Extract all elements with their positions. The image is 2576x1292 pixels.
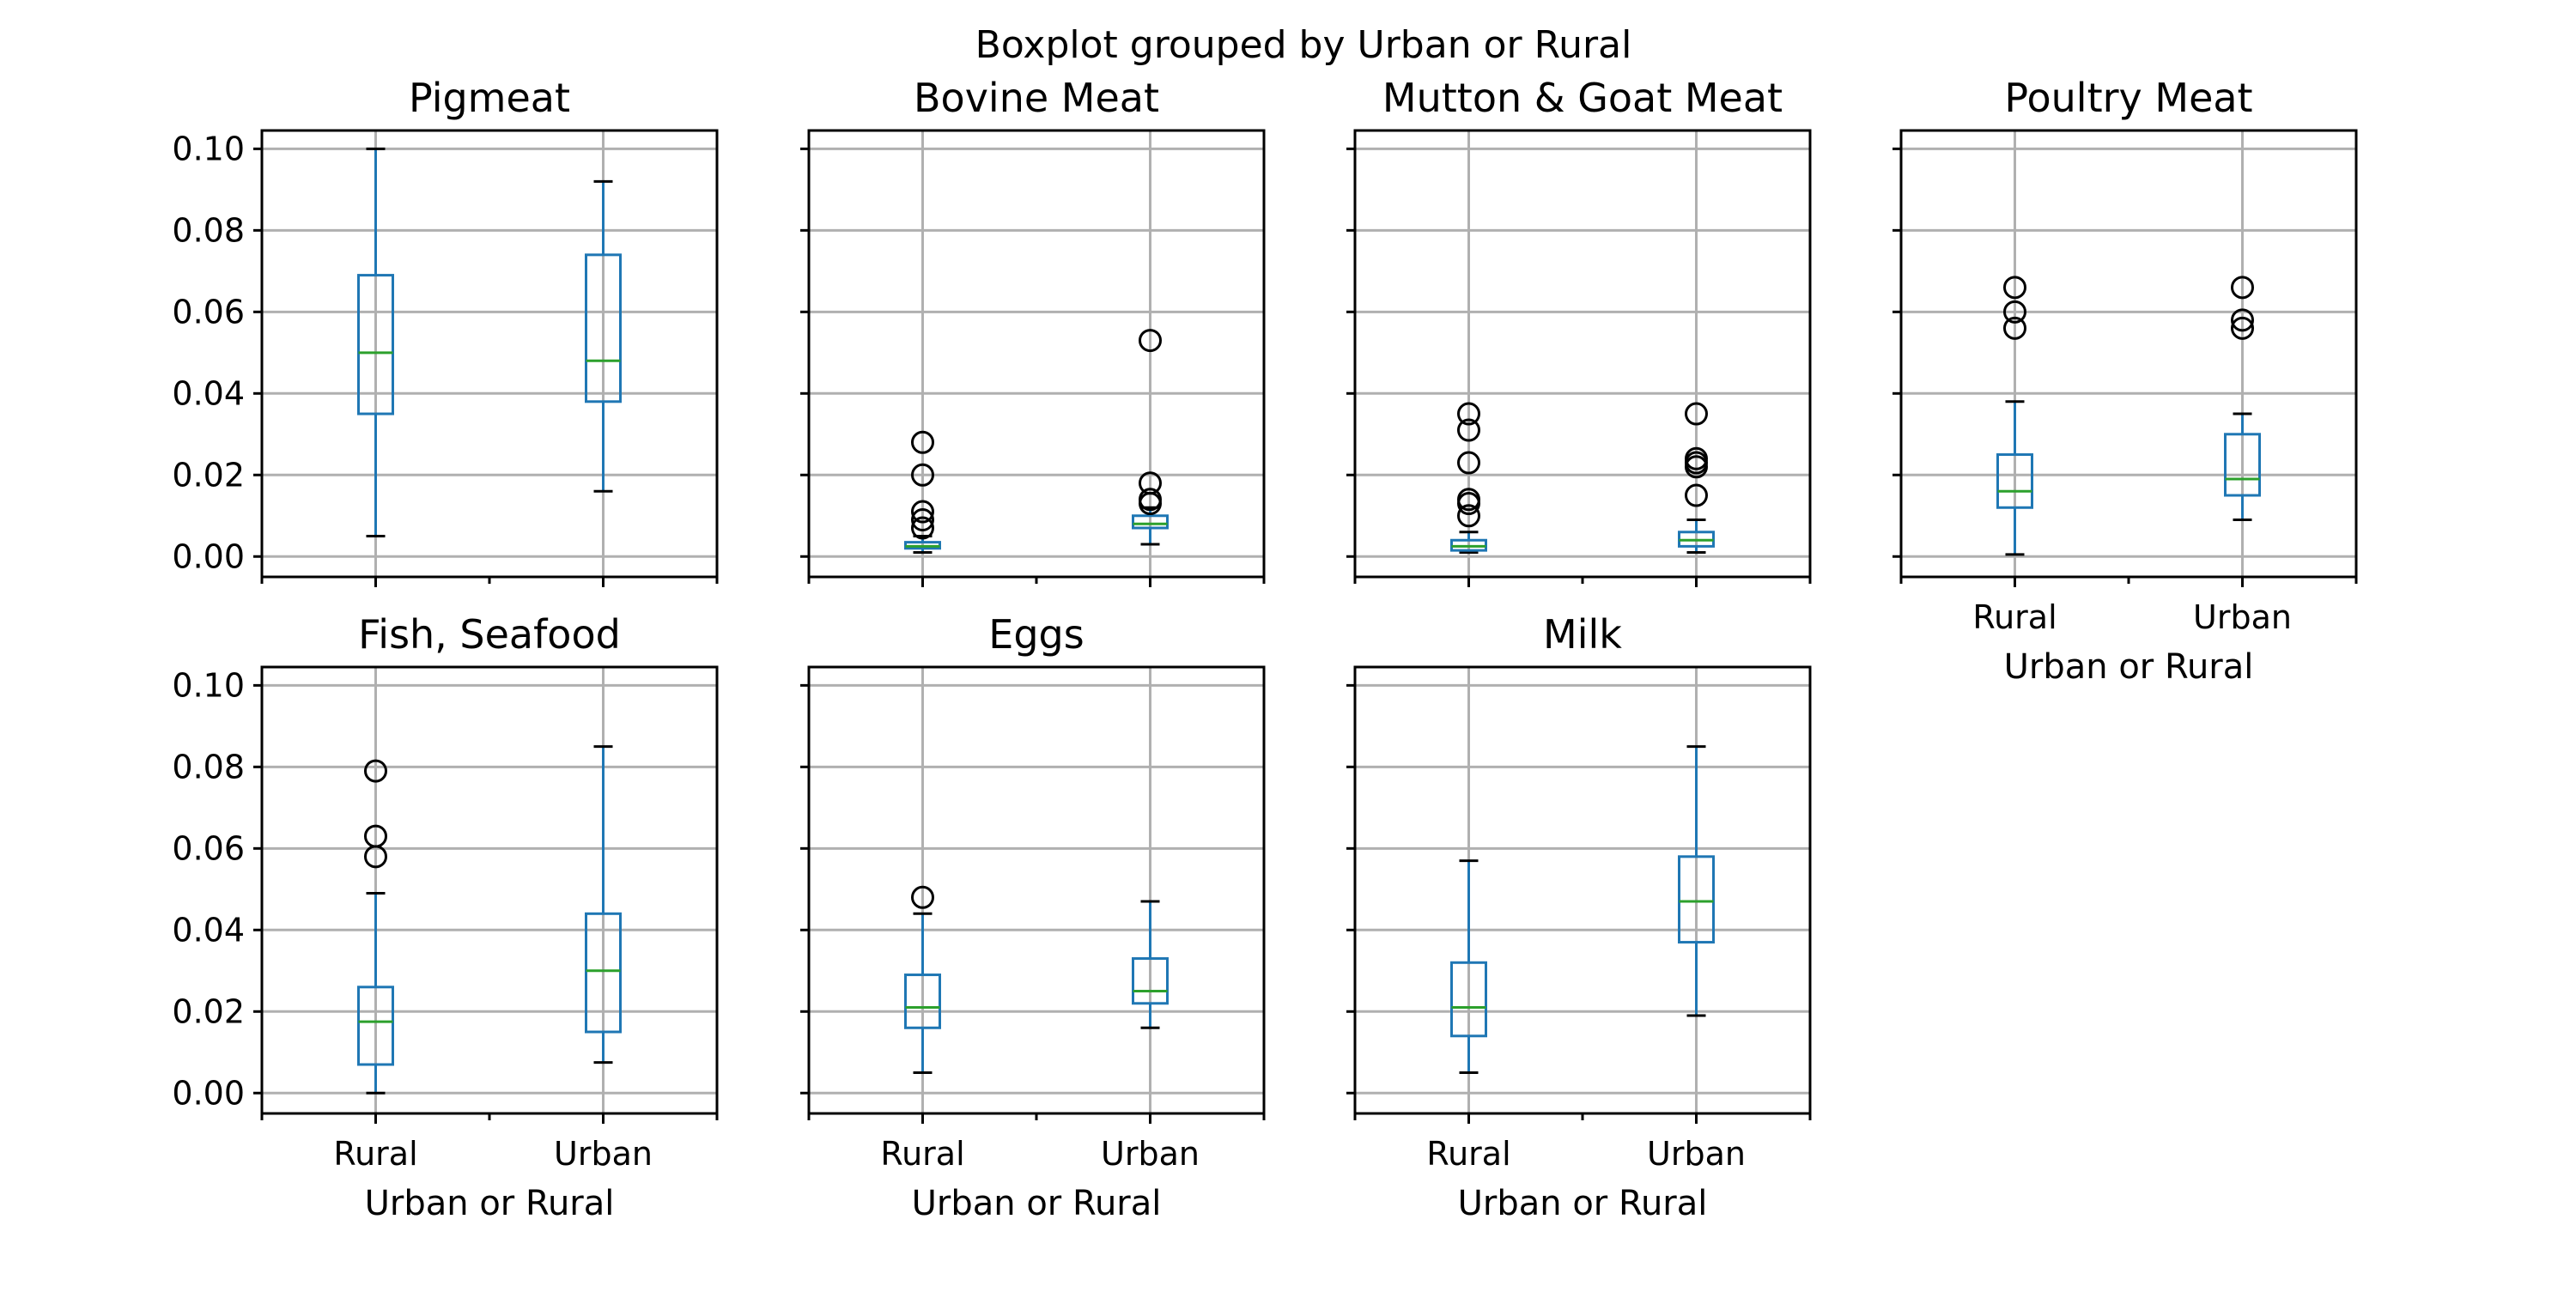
box-iqr (1996, 453, 2033, 509)
outlier-point (911, 885, 934, 909)
subplot-pigmeat: 0.00 0.02 0.04 0.06 0.08 0.10 Pigmeat (172, 75, 719, 587)
x-axis-label: Urban or Rural (2004, 647, 2254, 687)
outlier-point (2231, 276, 2254, 300)
outlier-point (2231, 308, 2254, 332)
x-tick-label: Urban (1101, 1135, 1200, 1173)
outlier-point (1457, 418, 1480, 442)
subplot-title: Pigmeat (409, 75, 570, 121)
outlier-point (911, 463, 934, 487)
x-tick-label: Urban (2193, 598, 2292, 636)
plot-area (809, 667, 1264, 1113)
y-tick-label: 0.04 (172, 374, 245, 412)
y-tick-label: 0.02 (172, 992, 245, 1030)
y-tick-label: 0.10 (172, 130, 245, 167)
x-axis-label: Urban or Rural (365, 1184, 615, 1223)
subplot-poultry-meat: Rural Urban Urban or Rural Poultry Meat (1893, 75, 2358, 687)
outlier-point (1139, 471, 1162, 495)
x-tick-label: Urban (554, 1135, 653, 1173)
box-iqr (357, 274, 394, 416)
plot-area (1355, 667, 1810, 1113)
outlier-point (911, 508, 934, 532)
subplot-title: Poultry Meat (2004, 75, 2252, 121)
outlier-point (2003, 300, 2026, 324)
x-tick-label: Urban (1647, 1135, 1746, 1173)
x-tick-label: Rural (333, 1135, 417, 1173)
x-tick-label: Rural (880, 1135, 964, 1173)
plot-area (809, 130, 1264, 577)
plot-area (1355, 130, 1810, 577)
box-iqr (585, 912, 622, 1034)
subplot-title: Mutton & Goat Meat (1382, 75, 1783, 121)
plot-area (262, 667, 717, 1113)
outlier-point (364, 759, 387, 783)
subplot-title: Bovine Meat (914, 75, 1159, 121)
x-axis-label: Urban or Rural (1458, 1184, 1708, 1223)
x-tick-label: Rural (1426, 1135, 1510, 1173)
plot-area (262, 130, 717, 577)
box-iqr (1132, 514, 1169, 530)
subplot-title: Fish, Seafood (358, 611, 621, 658)
y-tick-label: 0.08 (172, 211, 245, 249)
y-tick-label: 0.06 (172, 293, 245, 331)
outlier-point (1457, 504, 1480, 528)
y-tick-label: 0.08 (172, 748, 245, 786)
subplot-title: Milk (1543, 611, 1622, 658)
outlier-point (1685, 402, 1708, 426)
subplot-bovine-meat: Bovine Meat (800, 75, 1266, 587)
y-tick-label: 0.00 (172, 1074, 245, 1112)
outlier-point (1457, 451, 1480, 475)
box-iqr (904, 974, 941, 1029)
y-tick-label: 0.10 (172, 666, 245, 704)
plot-area (1901, 130, 2356, 577)
outlier-point (2003, 276, 2026, 300)
subplot-milk: Rural Urban Urban or Rural Milk (1346, 611, 1812, 1223)
outlier-point (1685, 446, 1708, 470)
outlier-point (2231, 316, 2254, 340)
y-tick-label: 0.02 (172, 456, 245, 494)
subplot-fish-seafood: 0.00 0.02 0.04 0.06 0.08 0.10 Rural Urban Urban … (172, 611, 719, 1223)
box-iqr (357, 986, 394, 1066)
outlier-point (911, 516, 934, 540)
outlier-point (1457, 402, 1480, 426)
box-iqr (1678, 855, 1715, 944)
box-iqr (1450, 961, 1487, 1038)
x-tick-label: Rural (1972, 598, 2057, 636)
subplot-eggs: Rural Urban Urban or Rural Eggs (800, 611, 1266, 1223)
subplot-mutton-goat-meat: Mutton & Goat Meat (1346, 75, 1812, 587)
outlier-point (911, 430, 934, 454)
subplot-title: Eggs (988, 611, 1084, 658)
outlier-point (1685, 483, 1708, 507)
box-iqr (1132, 957, 1169, 1005)
x-axis-label: Urban or Rural (912, 1184, 1162, 1223)
box-iqr (2224, 433, 2261, 497)
outlier-point (911, 500, 934, 524)
outlier-point (2003, 316, 2026, 340)
figure-suptitle: Boxplot grouped by Urban or Rural (975, 23, 1632, 67)
outlier-point (1139, 329, 1162, 353)
y-tick-label: 0.04 (172, 911, 245, 949)
outlier-point (364, 824, 387, 848)
outlier-point (1139, 488, 1162, 512)
y-tick-label: 0.00 (172, 537, 245, 575)
box-iqr (585, 253, 622, 403)
outlier-point (1457, 488, 1480, 512)
y-tick-label: 0.06 (172, 829, 245, 867)
